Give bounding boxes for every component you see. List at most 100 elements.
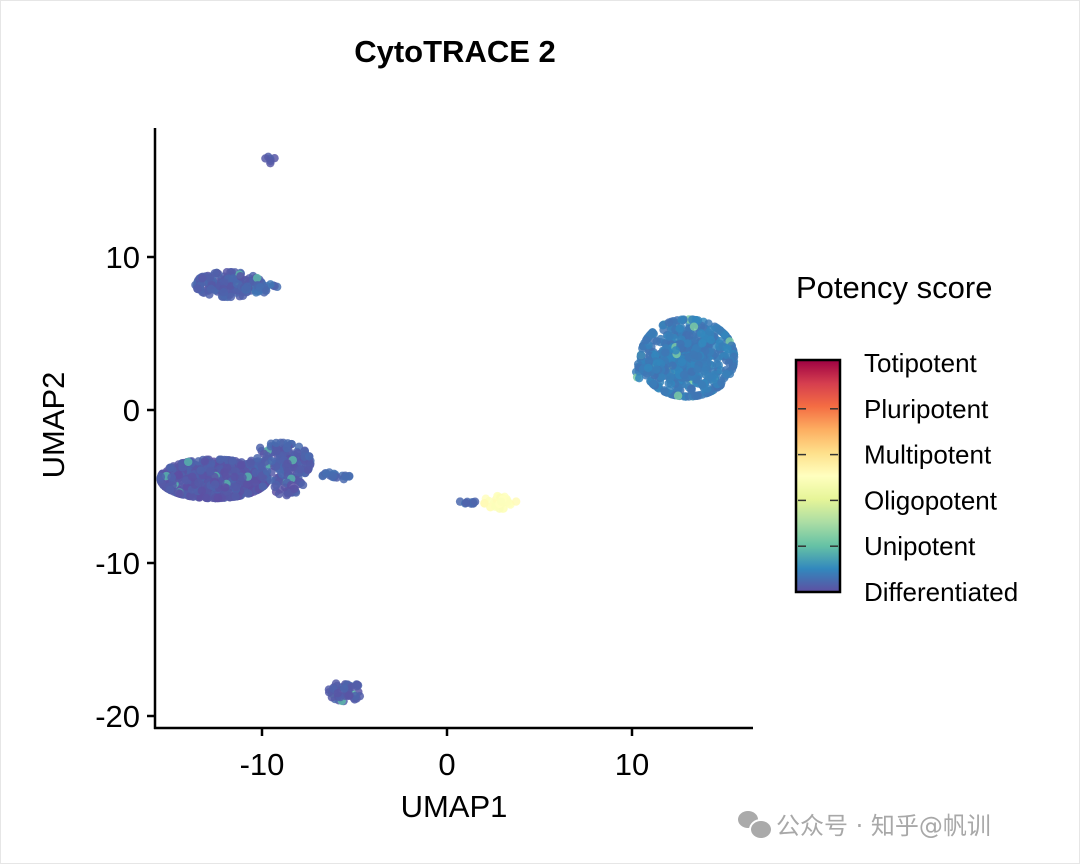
cell-point: [664, 318, 674, 327]
cell-point: [252, 273, 262, 283]
cell-point: [166, 485, 175, 495]
cell-point: [282, 443, 291, 453]
cell-point: [677, 357, 687, 367]
cell-point: [201, 493, 211, 503]
cell-point: [666, 372, 675, 382]
cell-point: [267, 456, 276, 466]
cell-point: [706, 335, 716, 345]
cell-point: [220, 278, 229, 287]
cell-point: [641, 336, 651, 345]
cell-point: [174, 470, 183, 480]
cell-point: [345, 691, 354, 700]
cell-point: [229, 274, 238, 283]
legend-label: Oligopotent: [864, 485, 998, 515]
y-axis-label: UMAP2: [36, 372, 71, 479]
cell-point: [226, 292, 236, 302]
cell-point: [648, 328, 657, 337]
y-tick-label: -10: [95, 546, 140, 581]
cell-point: [167, 473, 176, 482]
cell-point: [305, 460, 315, 470]
cell-point: [470, 497, 480, 506]
cell-point: [188, 472, 197, 482]
cell-point: [188, 492, 198, 501]
cell-point: [689, 322, 699, 331]
cell-point: [236, 271, 245, 281]
cell-point: [261, 286, 271, 295]
cell-point: [704, 372, 714, 381]
cell-point: [258, 482, 268, 491]
cell-point: [715, 325, 724, 335]
cell-point: [698, 339, 707, 348]
cell-point: [253, 453, 262, 463]
cell-point: [231, 483, 241, 492]
cell-point: [213, 493, 223, 503]
cell-point: [266, 280, 275, 289]
legend-label: Differentiated: [864, 577, 1018, 607]
cell-point: [243, 282, 252, 291]
cell-point: [237, 460, 246, 469]
cell-point: [671, 346, 680, 355]
y-tick-label: 10: [106, 240, 140, 275]
cell-point: [266, 156, 275, 166]
cell-point: [328, 471, 338, 481]
cell-point: [692, 343, 701, 353]
y-tick-label: -20: [95, 699, 140, 734]
cell-point: [660, 387, 669, 396]
cell-point: [210, 480, 220, 489]
cell-point: [227, 267, 236, 277]
cell-point: [228, 456, 237, 465]
cell-point: [197, 274, 207, 283]
cell-point: [270, 482, 279, 492]
cell-point: [724, 358, 734, 367]
cell-point: [341, 472, 351, 481]
cell-point: [206, 466, 215, 476]
cell-point: [676, 339, 685, 349]
cell-point: [321, 469, 331, 478]
chart-title: CytoTRACE 2: [354, 34, 556, 69]
wechat-icon: [738, 810, 773, 840]
cell-point: [174, 489, 183, 498]
cell-point: [723, 344, 732, 354]
cell-point: [635, 373, 644, 383]
cell-point: [673, 391, 683, 400]
cell-point: [340, 684, 349, 693]
cell-point: [271, 438, 281, 448]
cell-point: [693, 365, 702, 374]
cell-point: [722, 370, 731, 379]
legend-label: Totipotent: [864, 348, 978, 378]
cell-point: [193, 284, 202, 294]
x-axis-label: UMAP1: [401, 789, 508, 824]
cell-point: [197, 486, 207, 495]
legend-title: Potency score: [796, 270, 992, 305]
cell-point: [257, 462, 266, 471]
cell-point: [244, 489, 253, 498]
cell-point: [255, 283, 265, 292]
cell-point: [685, 331, 694, 340]
cell-point: [480, 499, 489, 508]
cell-point: [679, 370, 689, 380]
cell-point: [665, 331, 674, 341]
cell-point: [333, 688, 342, 698]
colorbar: [794, 358, 842, 594]
cell-point: [675, 324, 684, 333]
cell-point: [194, 478, 203, 487]
cell-point: [219, 288, 228, 297]
cell-point: [222, 463, 232, 473]
cell-point: [196, 466, 205, 475]
cell-point: [697, 380, 707, 389]
cell-point: [677, 315, 686, 324]
cell-point: [194, 457, 203, 466]
cell-point: [689, 350, 698, 359]
x-tick-label: 0: [438, 747, 455, 782]
cell-point: [230, 472, 239, 482]
y-tick-label: 0: [123, 393, 140, 428]
x-tick-label: -10: [240, 747, 285, 782]
cell-point: [636, 350, 646, 360]
cell-point: [651, 351, 660, 360]
legend-label: Unipotent: [864, 531, 976, 561]
cell-point: [461, 498, 471, 508]
cell-point: [352, 681, 362, 691]
cell-point: [644, 357, 654, 366]
cell-point: [652, 337, 661, 346]
